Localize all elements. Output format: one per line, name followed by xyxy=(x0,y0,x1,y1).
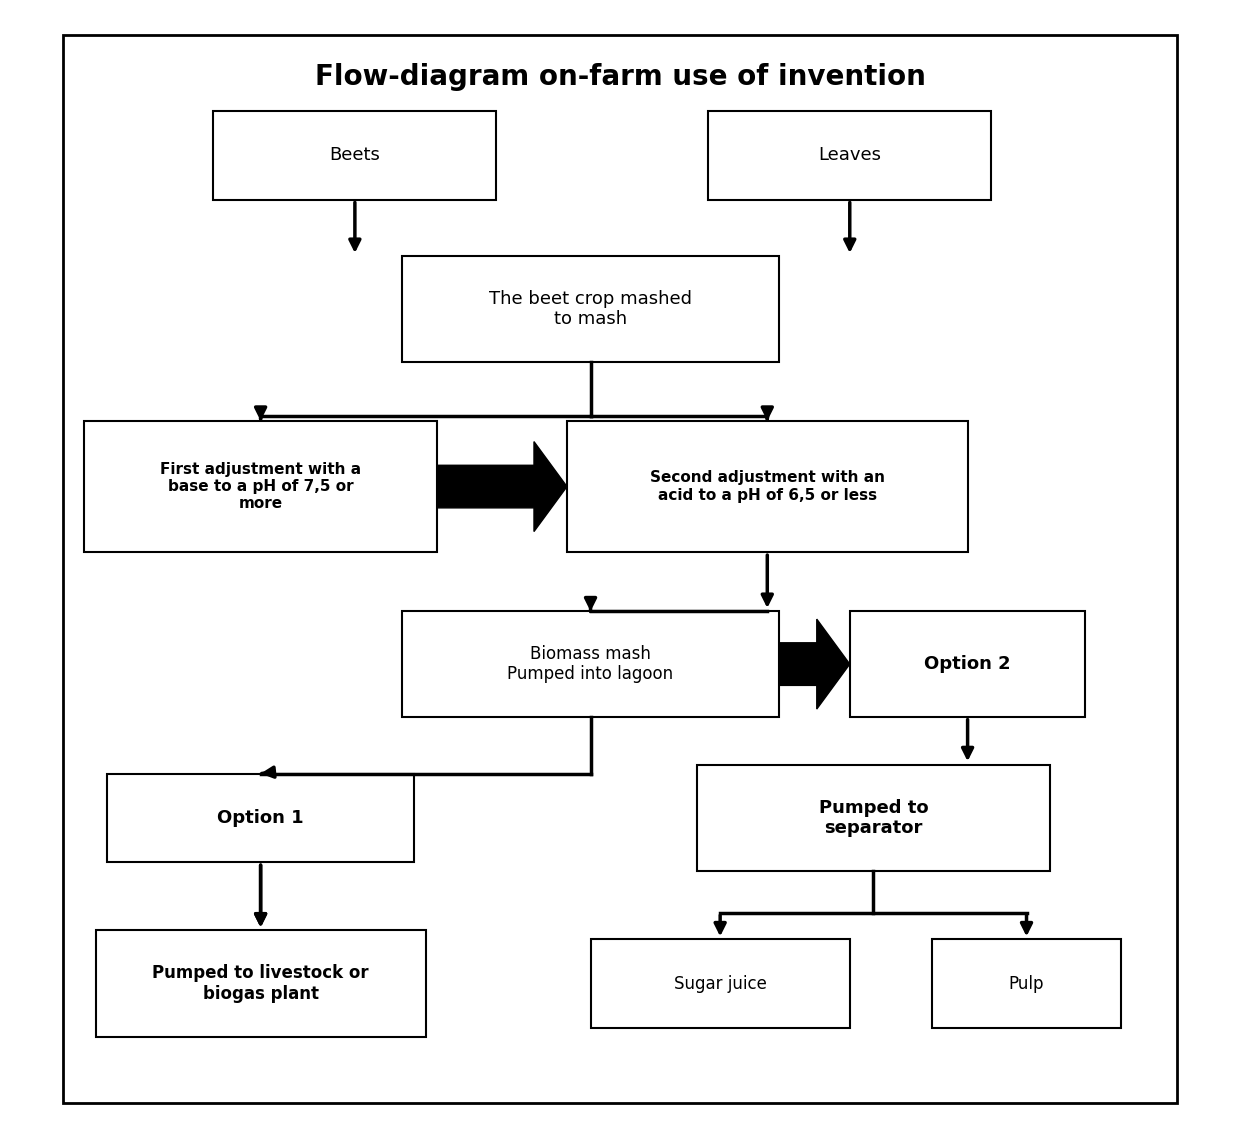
Bar xyxy=(402,256,779,362)
Text: Option 2: Option 2 xyxy=(924,655,1011,673)
Bar xyxy=(108,773,414,862)
Polygon shape xyxy=(438,442,567,532)
Text: First adjustment with a
base to a pH of 7,5 or
more: First adjustment with a base to a pH of … xyxy=(160,462,361,512)
Text: Second adjustment with an
acid to a pH of 6,5 or less: Second adjustment with an acid to a pH o… xyxy=(650,470,885,503)
Polygon shape xyxy=(779,619,849,709)
Text: Pumped to livestock or
biogas plant: Pumped to livestock or biogas plant xyxy=(153,965,370,1003)
Text: Flow-diagram on-farm use of invention: Flow-diagram on-farm use of invention xyxy=(315,62,925,90)
Bar xyxy=(84,421,438,551)
Bar xyxy=(590,939,849,1028)
Bar xyxy=(697,765,1050,871)
Text: The beet crop mashed
to mash: The beet crop mashed to mash xyxy=(489,290,692,328)
Bar xyxy=(932,939,1121,1028)
Bar xyxy=(567,421,967,551)
Bar xyxy=(849,611,1085,718)
Text: Biomass mash
Pumped into lagoon: Biomass mash Pumped into lagoon xyxy=(507,645,673,683)
Text: Option 1: Option 1 xyxy=(217,809,304,827)
Text: Pumped to
separator: Pumped to separator xyxy=(818,799,929,837)
Text: Beets: Beets xyxy=(330,147,381,165)
Bar xyxy=(708,110,991,199)
Text: Sugar juice: Sugar juice xyxy=(673,975,766,993)
Bar xyxy=(95,931,425,1037)
Bar xyxy=(402,611,779,718)
Bar xyxy=(213,110,496,199)
Text: Pulp: Pulp xyxy=(1009,975,1044,993)
Text: Leaves: Leaves xyxy=(818,147,882,165)
